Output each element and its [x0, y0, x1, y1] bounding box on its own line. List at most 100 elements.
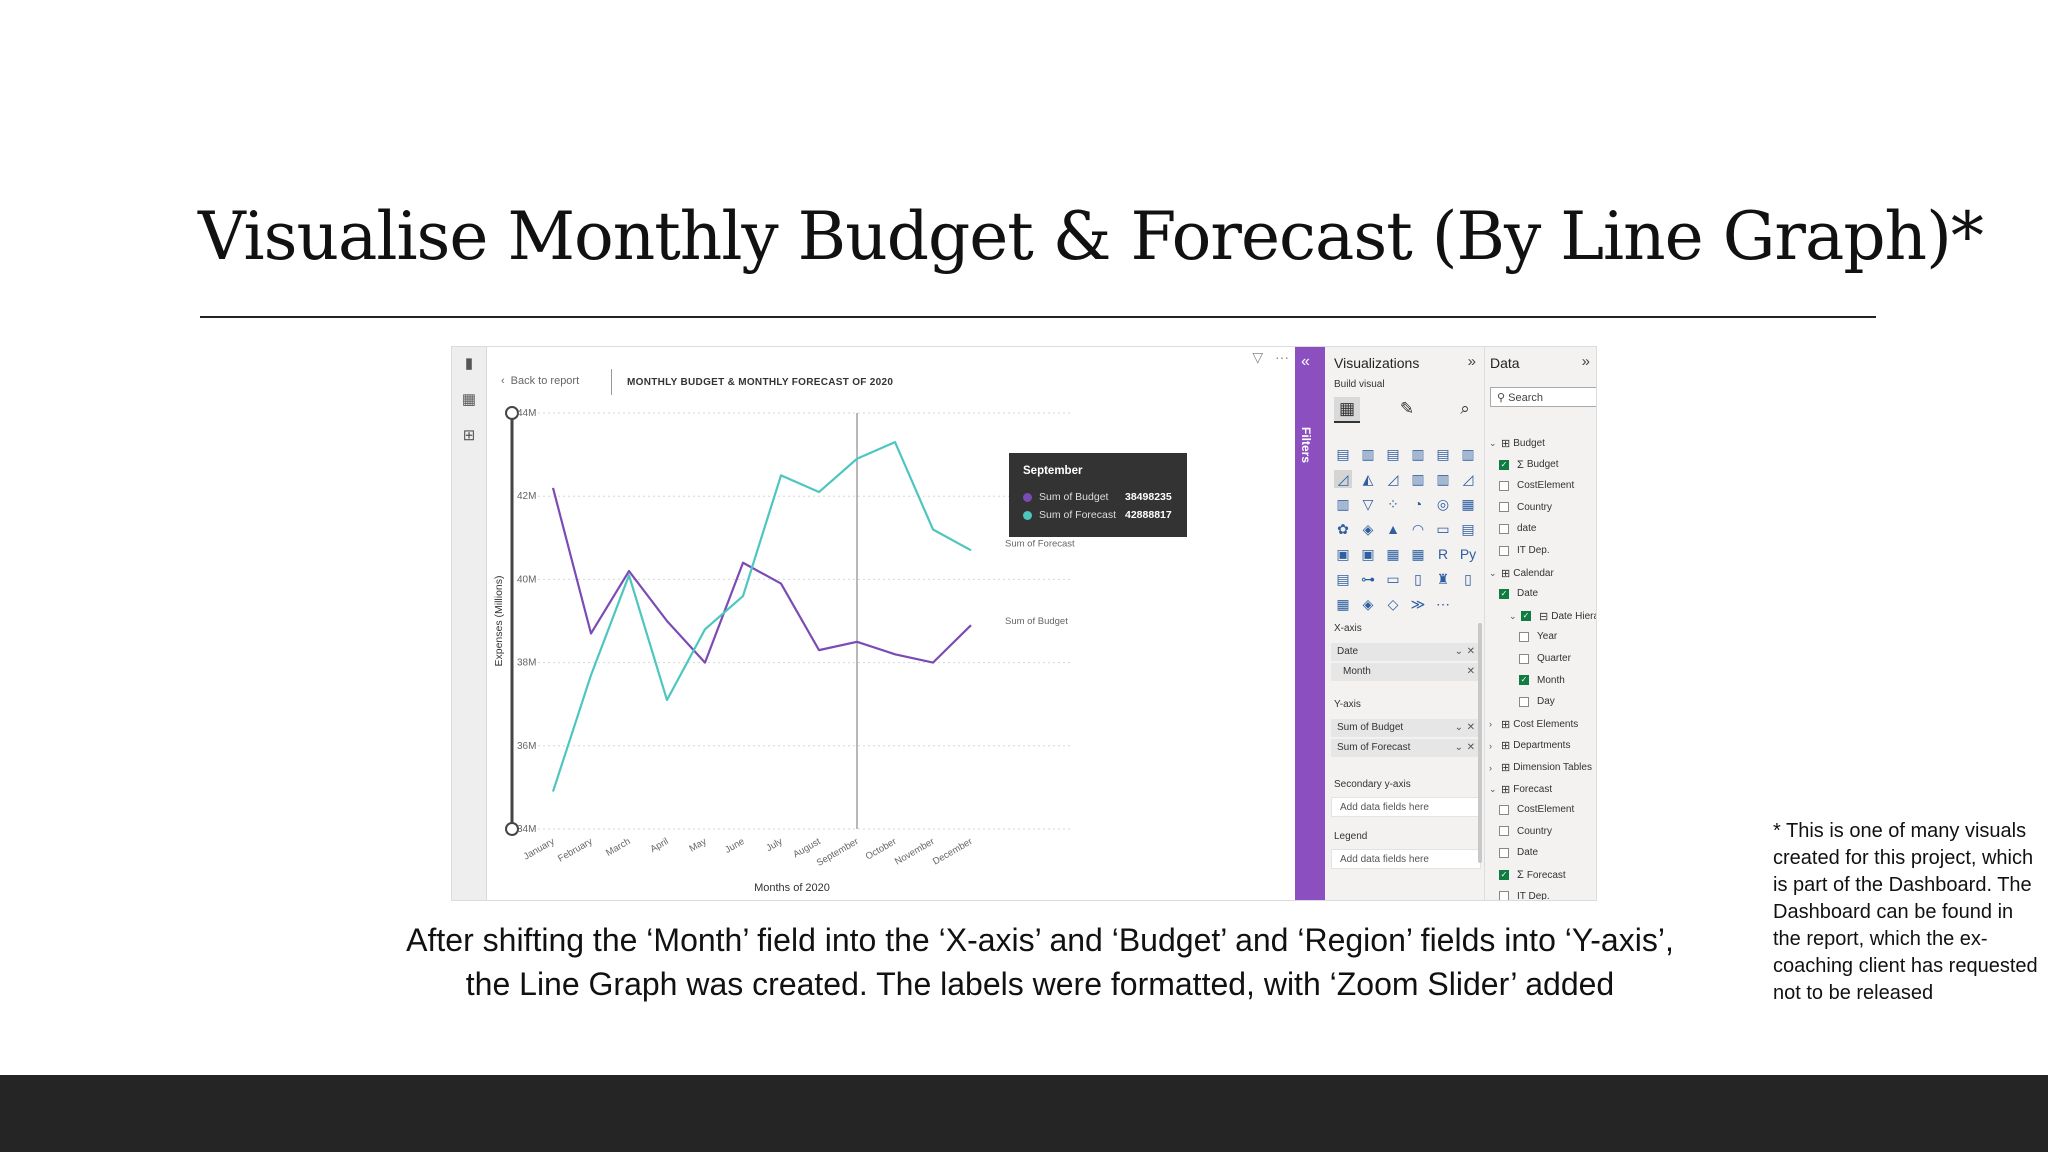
tree-item[interactable]: › ⊞ Dimension Tables: [1489, 761, 1592, 774]
tree-item[interactable]: Date: [1499, 847, 1538, 858]
field-checkbox[interactable]: ✓: [1499, 588, 1509, 599]
chevron-right-icon[interactable]: ›: [1489, 719, 1492, 730]
chevron-down-icon[interactable]: ⌄: [1489, 783, 1497, 794]
visual-type-icon[interactable]: ◈: [1362, 521, 1374, 537]
chevron-right-icon[interactable]: ›: [1489, 762, 1492, 773]
visual-type-icon[interactable]: ▥: [1411, 471, 1425, 487]
y-axis-field-forecast[interactable]: Sum of Forecast ⌄ ✕: [1331, 739, 1481, 757]
visual-type-icon[interactable]: ▥: [1436, 471, 1450, 487]
legend-drop[interactable]: Add data fields here: [1331, 849, 1481, 869]
tree-item[interactable]: IT Dep.: [1499, 545, 1550, 556]
zoom-slider-handle-bottom[interactable]: [505, 822, 519, 836]
chevron-right-icon[interactable]: ›: [1489, 740, 1492, 751]
visual-type-icon[interactable]: ✿: [1337, 521, 1349, 537]
x-axis-subfield[interactable]: Month ✕: [1331, 663, 1481, 681]
tree-item[interactable]: ⌄ ✓ ⊟Date Hierarc...: [1509, 610, 1596, 623]
visual-type-icon[interactable]: ▤: [1336, 446, 1350, 462]
tree-item[interactable]: CostElement: [1499, 804, 1574, 815]
visual-type-icon[interactable]: ▥: [1461, 446, 1475, 462]
field-checkbox[interactable]: ✓: [1519, 675, 1529, 686]
visual-type-icon[interactable]: ◭: [1362, 471, 1374, 487]
data-search-input[interactable]: ⚲ Search: [1490, 387, 1596, 407]
field-checkbox[interactable]: [1519, 631, 1529, 642]
visual-type-icon[interactable]: ⁘: [1387, 496, 1399, 512]
field-checkbox[interactable]: [1499, 502, 1509, 513]
tree-item[interactable]: ✓ Month: [1519, 675, 1565, 686]
visual-type-icon[interactable]: ◠: [1411, 521, 1425, 537]
visual-type-icon[interactable]: ▲: [1386, 521, 1400, 537]
visual-type-icon[interactable]: ▭: [1386, 571, 1400, 587]
tree-item[interactable]: ✓ Date: [1499, 588, 1538, 599]
field-checkbox[interactable]: [1499, 826, 1509, 837]
visual-type-icon[interactable]: ▭: [1436, 521, 1450, 537]
visual-type-icon[interactable]: ▦: [1461, 496, 1475, 512]
back-to-report-link[interactable]: ‹ Back to report: [501, 375, 579, 387]
visual-type-icon[interactable]: ◿: [1334, 470, 1352, 488]
chevron-down-icon[interactable]: ⌄: [1454, 646, 1463, 657]
tree-item[interactable]: ⌄ ⊞ Calendar: [1489, 567, 1554, 580]
model-view-icon[interactable]: ⊞: [462, 427, 476, 444]
visual-type-icon[interactable]: ≫: [1410, 596, 1426, 612]
visual-type-icon[interactable]: ⊶: [1361, 571, 1375, 587]
tree-item[interactable]: ✓ Σ Budget: [1499, 459, 1559, 471]
chevron-down-icon[interactable]: ⌄: [1489, 567, 1497, 578]
visual-type-icon[interactable]: ▣: [1361, 546, 1375, 562]
visual-type-icon[interactable]: ▦: [1386, 546, 1400, 562]
chevron-down-icon[interactable]: ⌄: [1454, 722, 1463, 733]
field-checkbox[interactable]: [1499, 545, 1509, 556]
chevron-down-icon[interactable]: ⌄: [1489, 438, 1497, 448]
visual-type-icon[interactable]: ◿: [1462, 471, 1474, 487]
visual-type-icon[interactable]: ◎: [1436, 496, 1450, 512]
remove-field-icon[interactable]: ✕: [1466, 742, 1475, 753]
x-axis-field[interactable]: Date ⌄ ✕: [1331, 643, 1481, 661]
field-checkbox[interactable]: [1499, 523, 1509, 534]
y-axis-field-budget[interactable]: Sum of Budget ⌄ ✕: [1331, 719, 1481, 737]
visual-type-icon[interactable]: ▯: [1414, 571, 1422, 587]
line-chart[interactable]: 44M 42M 40M 38M 36M 34M Expenses (Millions) Jan…: [487, 347, 1295, 900]
field-checkbox[interactable]: ✓: [1521, 611, 1531, 622]
remove-field-icon[interactable]: ✕: [1466, 722, 1475, 733]
build-visual-tab-icon[interactable]: ▦: [1334, 397, 1360, 423]
collapse-data-icon[interactable]: »: [1581, 353, 1590, 370]
visual-type-icon[interactable]: ▤: [1336, 571, 1350, 587]
visual-type-icon[interactable]: ◔: [1413, 496, 1423, 512]
tree-item[interactable]: Quarter: [1519, 653, 1571, 664]
visual-type-icon[interactable]: Py: [1459, 546, 1477, 562]
field-checkbox[interactable]: ✓: [1499, 870, 1509, 880]
secondary-y-axis-drop[interactable]: Add data fields here: [1331, 797, 1481, 817]
tree-item[interactable]: Country: [1499, 826, 1552, 837]
field-checkbox[interactable]: [1519, 696, 1529, 707]
visual-type-icon[interactable]: ◿: [1387, 471, 1399, 487]
field-checkbox[interactable]: [1499, 804, 1509, 815]
visual-type-icon[interactable]: ♜: [1436, 571, 1450, 587]
visual-type-icon[interactable]: ▯: [1464, 571, 1472, 587]
field-checkbox[interactable]: [1499, 847, 1509, 858]
field-checkbox[interactable]: [1499, 480, 1509, 491]
visual-type-icon[interactable]: ▥: [1361, 446, 1375, 462]
viz-pane-scrollbar[interactable]: [1478, 623, 1482, 863]
filters-pane-collapsed[interactable]: « Filters: [1295, 347, 1325, 900]
tree-item[interactable]: ⌄ ⊞ Budget: [1489, 437, 1545, 450]
visual-type-icon[interactable]: ▽: [1362, 496, 1374, 512]
filter-icon[interactable]: ▽: [1252, 349, 1264, 365]
tree-item[interactable]: ⌄ ⊞ Forecast: [1489, 783, 1552, 796]
tree-item[interactable]: IT Dep.: [1499, 891, 1550, 900]
collapse-visualizations-icon[interactable]: »: [1467, 353, 1476, 370]
tree-item[interactable]: Year: [1519, 631, 1557, 642]
chevron-down-icon[interactable]: ⌄: [1509, 610, 1517, 621]
visual-type-icon[interactable]: ◇: [1387, 596, 1399, 612]
tree-item[interactable]: CostElement: [1499, 480, 1574, 491]
tree-item[interactable]: Country: [1499, 502, 1552, 513]
visual-type-icon[interactable]: ◈: [1362, 596, 1374, 612]
chevron-down-icon[interactable]: ⌄: [1454, 742, 1463, 753]
format-visual-tab-icon[interactable]: ✎: [1399, 399, 1415, 418]
visual-type-icon[interactable]: ⋯: [1436, 596, 1450, 612]
visual-type-icon[interactable]: ▥: [1336, 496, 1350, 512]
tree-item[interactable]: › ⊞ Departments: [1489, 739, 1570, 752]
table-view-icon[interactable]: ▦: [461, 391, 477, 408]
visual-type-icon[interactable]: ▥: [1411, 446, 1425, 462]
remove-field-icon[interactable]: ✕: [1466, 646, 1475, 657]
tree-item[interactable]: › ⊞ Cost Elements: [1489, 718, 1578, 731]
tree-item[interactable]: ✓ Σ Forecast: [1499, 869, 1566, 881]
chevron-double-left-icon[interactable]: «: [1301, 353, 1310, 370]
